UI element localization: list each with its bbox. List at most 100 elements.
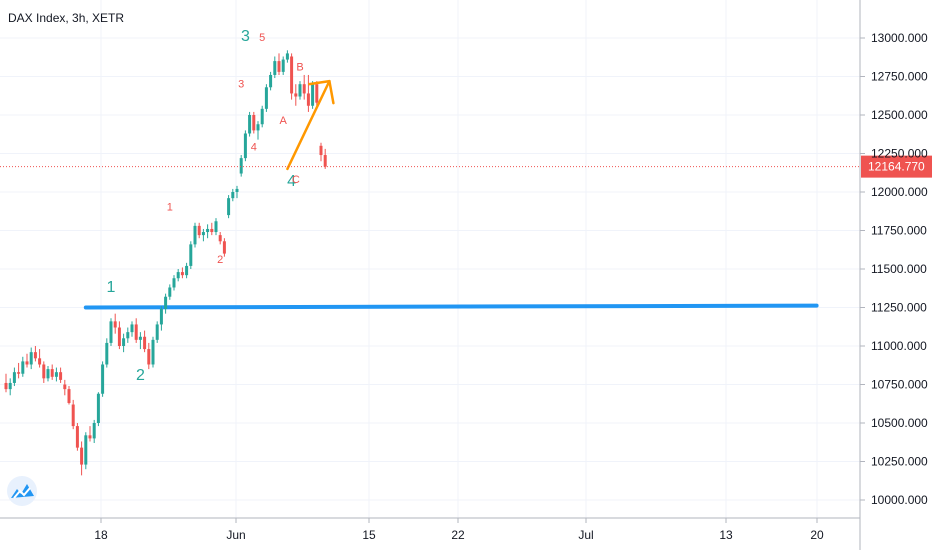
candle[interactable] <box>323 148 327 169</box>
candle[interactable] <box>248 111 252 137</box>
candle[interactable] <box>96 392 100 427</box>
candle[interactable] <box>25 353 29 368</box>
candle[interactable] <box>101 361 105 397</box>
time-axis[interactable]: 18 Jun 15 22 Jul 13 20 <box>94 518 824 542</box>
candle[interactable] <box>54 367 58 382</box>
x-tick-label: 13 <box>719 528 733 542</box>
candle[interactable] <box>168 284 172 300</box>
candle-body <box>67 389 71 403</box>
candle[interactable] <box>302 74 306 100</box>
candle-body <box>130 324 134 333</box>
y-tick-label: 13000.000 <box>871 31 928 45</box>
candle-body <box>298 84 302 97</box>
candle[interactable] <box>12 367 16 387</box>
candle[interactable] <box>155 321 159 343</box>
candle[interactable] <box>130 321 134 337</box>
candle[interactable] <box>67 386 71 405</box>
candle[interactable] <box>189 241 193 269</box>
candle[interactable] <box>252 111 256 134</box>
candle[interactable] <box>33 346 37 362</box>
candle[interactable] <box>256 121 260 140</box>
candle[interactable] <box>285 50 289 63</box>
candle[interactable] <box>4 373 8 393</box>
candle[interactable] <box>59 367 63 383</box>
candle-body <box>277 61 281 72</box>
candle[interactable] <box>231 188 235 202</box>
candle[interactable] <box>306 74 310 112</box>
candle[interactable] <box>143 330 147 353</box>
candle[interactable] <box>38 349 42 368</box>
candle[interactable] <box>84 432 88 470</box>
candle[interactable] <box>218 232 222 245</box>
candle[interactable] <box>21 356 25 377</box>
candle[interactable] <box>109 318 113 346</box>
candle[interactable] <box>8 378 12 396</box>
candle-body <box>17 372 21 374</box>
last-price-badge[interactable] <box>861 155 932 178</box>
candle[interactable] <box>235 185 239 199</box>
candle[interactable] <box>197 222 201 239</box>
candle[interactable] <box>75 423 79 451</box>
candle[interactable] <box>193 222 197 248</box>
candle[interactable] <box>201 228 205 242</box>
candle[interactable] <box>105 338 109 368</box>
candle[interactable] <box>206 224 210 239</box>
candle[interactable] <box>122 333 126 353</box>
candle[interactable] <box>126 327 130 343</box>
candle-body <box>264 87 268 109</box>
candle[interactable] <box>319 142 323 162</box>
candle[interactable] <box>63 379 67 396</box>
candle[interactable] <box>113 313 117 334</box>
candle[interactable] <box>227 195 231 219</box>
candle[interactable] <box>264 84 268 112</box>
candle[interactable] <box>180 267 184 279</box>
y-tick-label: 11250.000 <box>871 301 927 315</box>
candle[interactable] <box>134 318 138 343</box>
wave-label-major: 2 <box>136 367 145 384</box>
candle-body <box>54 372 58 377</box>
candle-body <box>294 93 298 97</box>
candle[interactable] <box>214 218 218 236</box>
candle[interactable] <box>92 419 96 444</box>
candle[interactable] <box>117 321 121 350</box>
candle[interactable] <box>147 342 151 370</box>
candle[interactable] <box>29 347 33 370</box>
candle[interactable] <box>88 426 92 442</box>
candle-body <box>12 372 16 383</box>
candle-body <box>63 384 67 390</box>
candle[interactable] <box>311 81 315 109</box>
support-line[interactable] <box>83 303 819 310</box>
candle[interactable] <box>222 238 226 257</box>
candle[interactable] <box>17 362 21 379</box>
candle[interactable] <box>50 364 54 380</box>
candle[interactable] <box>138 332 142 350</box>
candle[interactable] <box>159 305 163 331</box>
candle[interactable] <box>164 293 168 314</box>
candle[interactable] <box>172 275 176 291</box>
candle[interactable] <box>210 222 214 236</box>
candle[interactable] <box>315 81 319 106</box>
candle[interactable] <box>46 366 50 382</box>
candle[interactable] <box>298 81 302 100</box>
price-axis[interactable]: 13000.000 12750.000 12500.000 12250.000 1200… <box>860 31 928 507</box>
candle-body <box>323 155 327 167</box>
candle[interactable] <box>185 262 189 279</box>
candle[interactable] <box>176 269 180 282</box>
candle[interactable] <box>273 56 277 79</box>
candle[interactable] <box>151 336 155 368</box>
candle[interactable] <box>71 399 75 430</box>
candle[interactable] <box>281 56 285 75</box>
candle[interactable] <box>260 105 264 128</box>
candle[interactable] <box>294 84 298 106</box>
candle[interactable] <box>42 361 46 383</box>
candle[interactable] <box>80 441 84 476</box>
x-tick-label: Jun <box>226 528 245 542</box>
tradingview-logo-icon[interactable] <box>7 476 37 506</box>
candle[interactable] <box>269 71 273 91</box>
candle-body <box>189 244 193 266</box>
candle[interactable] <box>290 53 294 100</box>
candle[interactable] <box>243 130 247 162</box>
candle[interactable] <box>239 155 243 177</box>
candle[interactable] <box>277 53 281 75</box>
